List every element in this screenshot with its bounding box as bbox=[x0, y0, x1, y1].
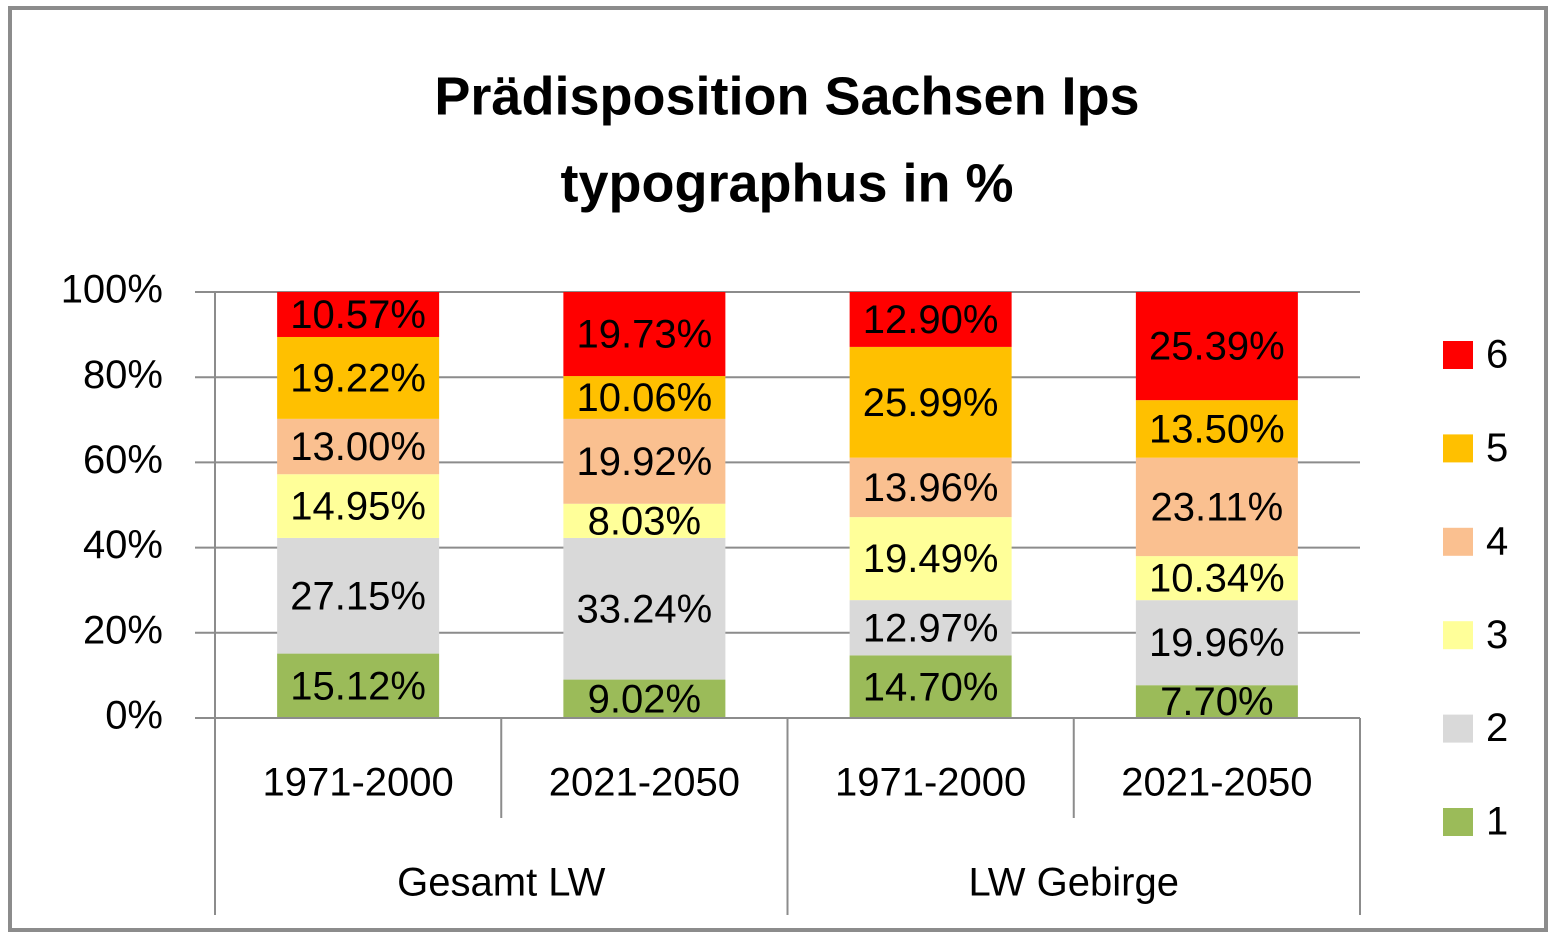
data-label: 19.92% bbox=[577, 440, 713, 484]
data-label: 10.34% bbox=[1149, 557, 1285, 601]
data-label: 10.57% bbox=[290, 293, 426, 337]
bar-segment bbox=[563, 537, 726, 680]
y-tick-label: 0% bbox=[105, 694, 163, 738]
data-label: 25.39% bbox=[1149, 325, 1285, 369]
bar-segment bbox=[563, 503, 726, 538]
data-label: 9.02% bbox=[588, 677, 701, 721]
bar-segment bbox=[849, 655, 1012, 718]
legend-swatch bbox=[1443, 527, 1473, 556]
data-label: 8.03% bbox=[588, 499, 701, 543]
bar-segment bbox=[563, 418, 726, 504]
data-label: 14.95% bbox=[290, 485, 426, 529]
legend-label: 3 bbox=[1486, 613, 1508, 657]
y-tick-label: 40% bbox=[83, 523, 163, 567]
data-label: 13.96% bbox=[863, 466, 999, 510]
chart-frame bbox=[8, 6, 1548, 932]
group-label: Gesamt LW bbox=[397, 861, 605, 905]
data-label: 12.90% bbox=[863, 298, 999, 342]
data-label: 25.99% bbox=[863, 381, 999, 425]
bar-segment bbox=[1135, 556, 1298, 601]
bar-segment bbox=[277, 418, 440, 475]
legend-label: 2 bbox=[1486, 706, 1508, 750]
legend-label: 1 bbox=[1486, 800, 1508, 844]
data-label: 15.12% bbox=[290, 664, 426, 708]
group-label: LW Gebirge bbox=[969, 861, 1179, 905]
x-tick-label: 2021-2050 bbox=[549, 761, 740, 805]
x-tick-label: 2021-2050 bbox=[1121, 761, 1312, 805]
data-label: 19.22% bbox=[290, 356, 426, 400]
bar-segment bbox=[563, 679, 726, 718]
y-tick-label: 80% bbox=[83, 353, 163, 397]
y-tick-label: 60% bbox=[83, 438, 163, 482]
data-label: 33.24% bbox=[577, 587, 713, 631]
data-label: 23.11% bbox=[1151, 485, 1284, 529]
data-label: 13.00% bbox=[290, 425, 426, 469]
legend-swatch bbox=[1443, 341, 1473, 369]
legend-label: 6 bbox=[1486, 333, 1508, 377]
data-label: 14.70% bbox=[863, 665, 999, 709]
data-label: 10.06% bbox=[577, 376, 713, 420]
bar-segment bbox=[563, 292, 726, 377]
bar-segment bbox=[1135, 292, 1298, 401]
bar-segment bbox=[277, 653, 440, 718]
bar-segment bbox=[849, 517, 1012, 601]
data-label: 19.49% bbox=[863, 537, 999, 581]
data-label: 19.73% bbox=[577, 313, 713, 357]
data-label: 13.50% bbox=[1149, 407, 1285, 451]
bar-segment bbox=[849, 346, 1012, 458]
bar-segment bbox=[277, 537, 440, 654]
bar-segment bbox=[277, 474, 440, 538]
x-tick-label: 1971-2000 bbox=[262, 761, 453, 805]
bar-segment bbox=[1135, 685, 1298, 718]
bar-segment bbox=[849, 600, 1012, 656]
bar-segment bbox=[1135, 457, 1298, 557]
bar-segment bbox=[849, 457, 1012, 518]
legend-swatch bbox=[1443, 434, 1473, 463]
legend-swatch bbox=[1443, 808, 1473, 836]
bar-segment bbox=[1135, 600, 1298, 686]
data-label: 12.97% bbox=[863, 606, 999, 650]
data-label: 7.70% bbox=[1160, 680, 1273, 724]
bar-segment bbox=[1135, 400, 1298, 458]
chart-title: typographus in % bbox=[560, 153, 1013, 213]
data-label: 19.96% bbox=[1149, 621, 1285, 665]
bar-segment bbox=[277, 291, 440, 337]
bar-segment bbox=[563, 376, 726, 419]
bar-segment bbox=[277, 336, 440, 419]
bar-segment bbox=[849, 291, 1012, 347]
legend-swatch bbox=[1443, 621, 1473, 650]
x-tick-label: 1971-2000 bbox=[835, 761, 1026, 805]
legend-swatch bbox=[1443, 714, 1473, 743]
data-label: 27.15% bbox=[290, 574, 426, 618]
legend-label: 5 bbox=[1486, 426, 1508, 470]
y-tick-label: 100% bbox=[61, 268, 163, 312]
legend-label: 4 bbox=[1486, 519, 1508, 563]
chart-title: Prädisposition Sachsen Ips bbox=[434, 66, 1139, 126]
y-tick-label: 20% bbox=[83, 608, 163, 652]
